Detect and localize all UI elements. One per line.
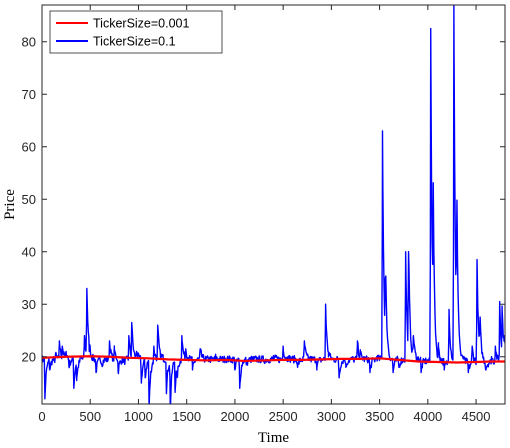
x-axis-label: Time [258, 430, 289, 446]
y-axis-label: Price [2, 189, 18, 220]
x-tick-label: 500 [79, 409, 101, 424]
x-tick-label: 4500 [462, 409, 491, 424]
x-tick-label: 0 [38, 409, 45, 424]
y-tick-label: 20 [22, 349, 36, 364]
legend: TickerSize=0.001 TickerSize=0.1 [49, 10, 223, 54]
y-tick-label: 80 [22, 34, 36, 49]
legend-box [49, 10, 223, 54]
y-axis: 20 30 40 50 60 70 80 [22, 34, 505, 364]
legend-label-series-1: TickerSize=0.1 [93, 35, 176, 49]
series-line-tickersize-0.001 [42, 355, 505, 364]
x-tick-label: 1500 [172, 409, 201, 424]
y-tick-label: 30 [22, 297, 36, 312]
y-tick-label: 60 [22, 139, 36, 154]
y-tick-label: 40 [22, 244, 36, 259]
series-line-tickersize-0.1 [42, 5, 505, 404]
legend-label-series-0: TickerSize=0.001 [93, 17, 190, 31]
series-layer [42, 5, 505, 404]
x-tick-label: 3500 [365, 409, 394, 424]
x-tick-label: 2000 [220, 409, 249, 424]
y-tick-label: 70 [22, 87, 36, 102]
x-tick-label: 4000 [413, 409, 442, 424]
x-tick-label: 3000 [317, 409, 346, 424]
x-tick-label: 2500 [269, 409, 298, 424]
x-tick-label: 1000 [124, 409, 153, 424]
x-axis: 0 500 1000 1500 2000 2500 3000 3500 4000 4500 [38, 5, 491, 424]
y-tick-label: 50 [22, 192, 36, 207]
plot-frame [41, 4, 506, 405]
